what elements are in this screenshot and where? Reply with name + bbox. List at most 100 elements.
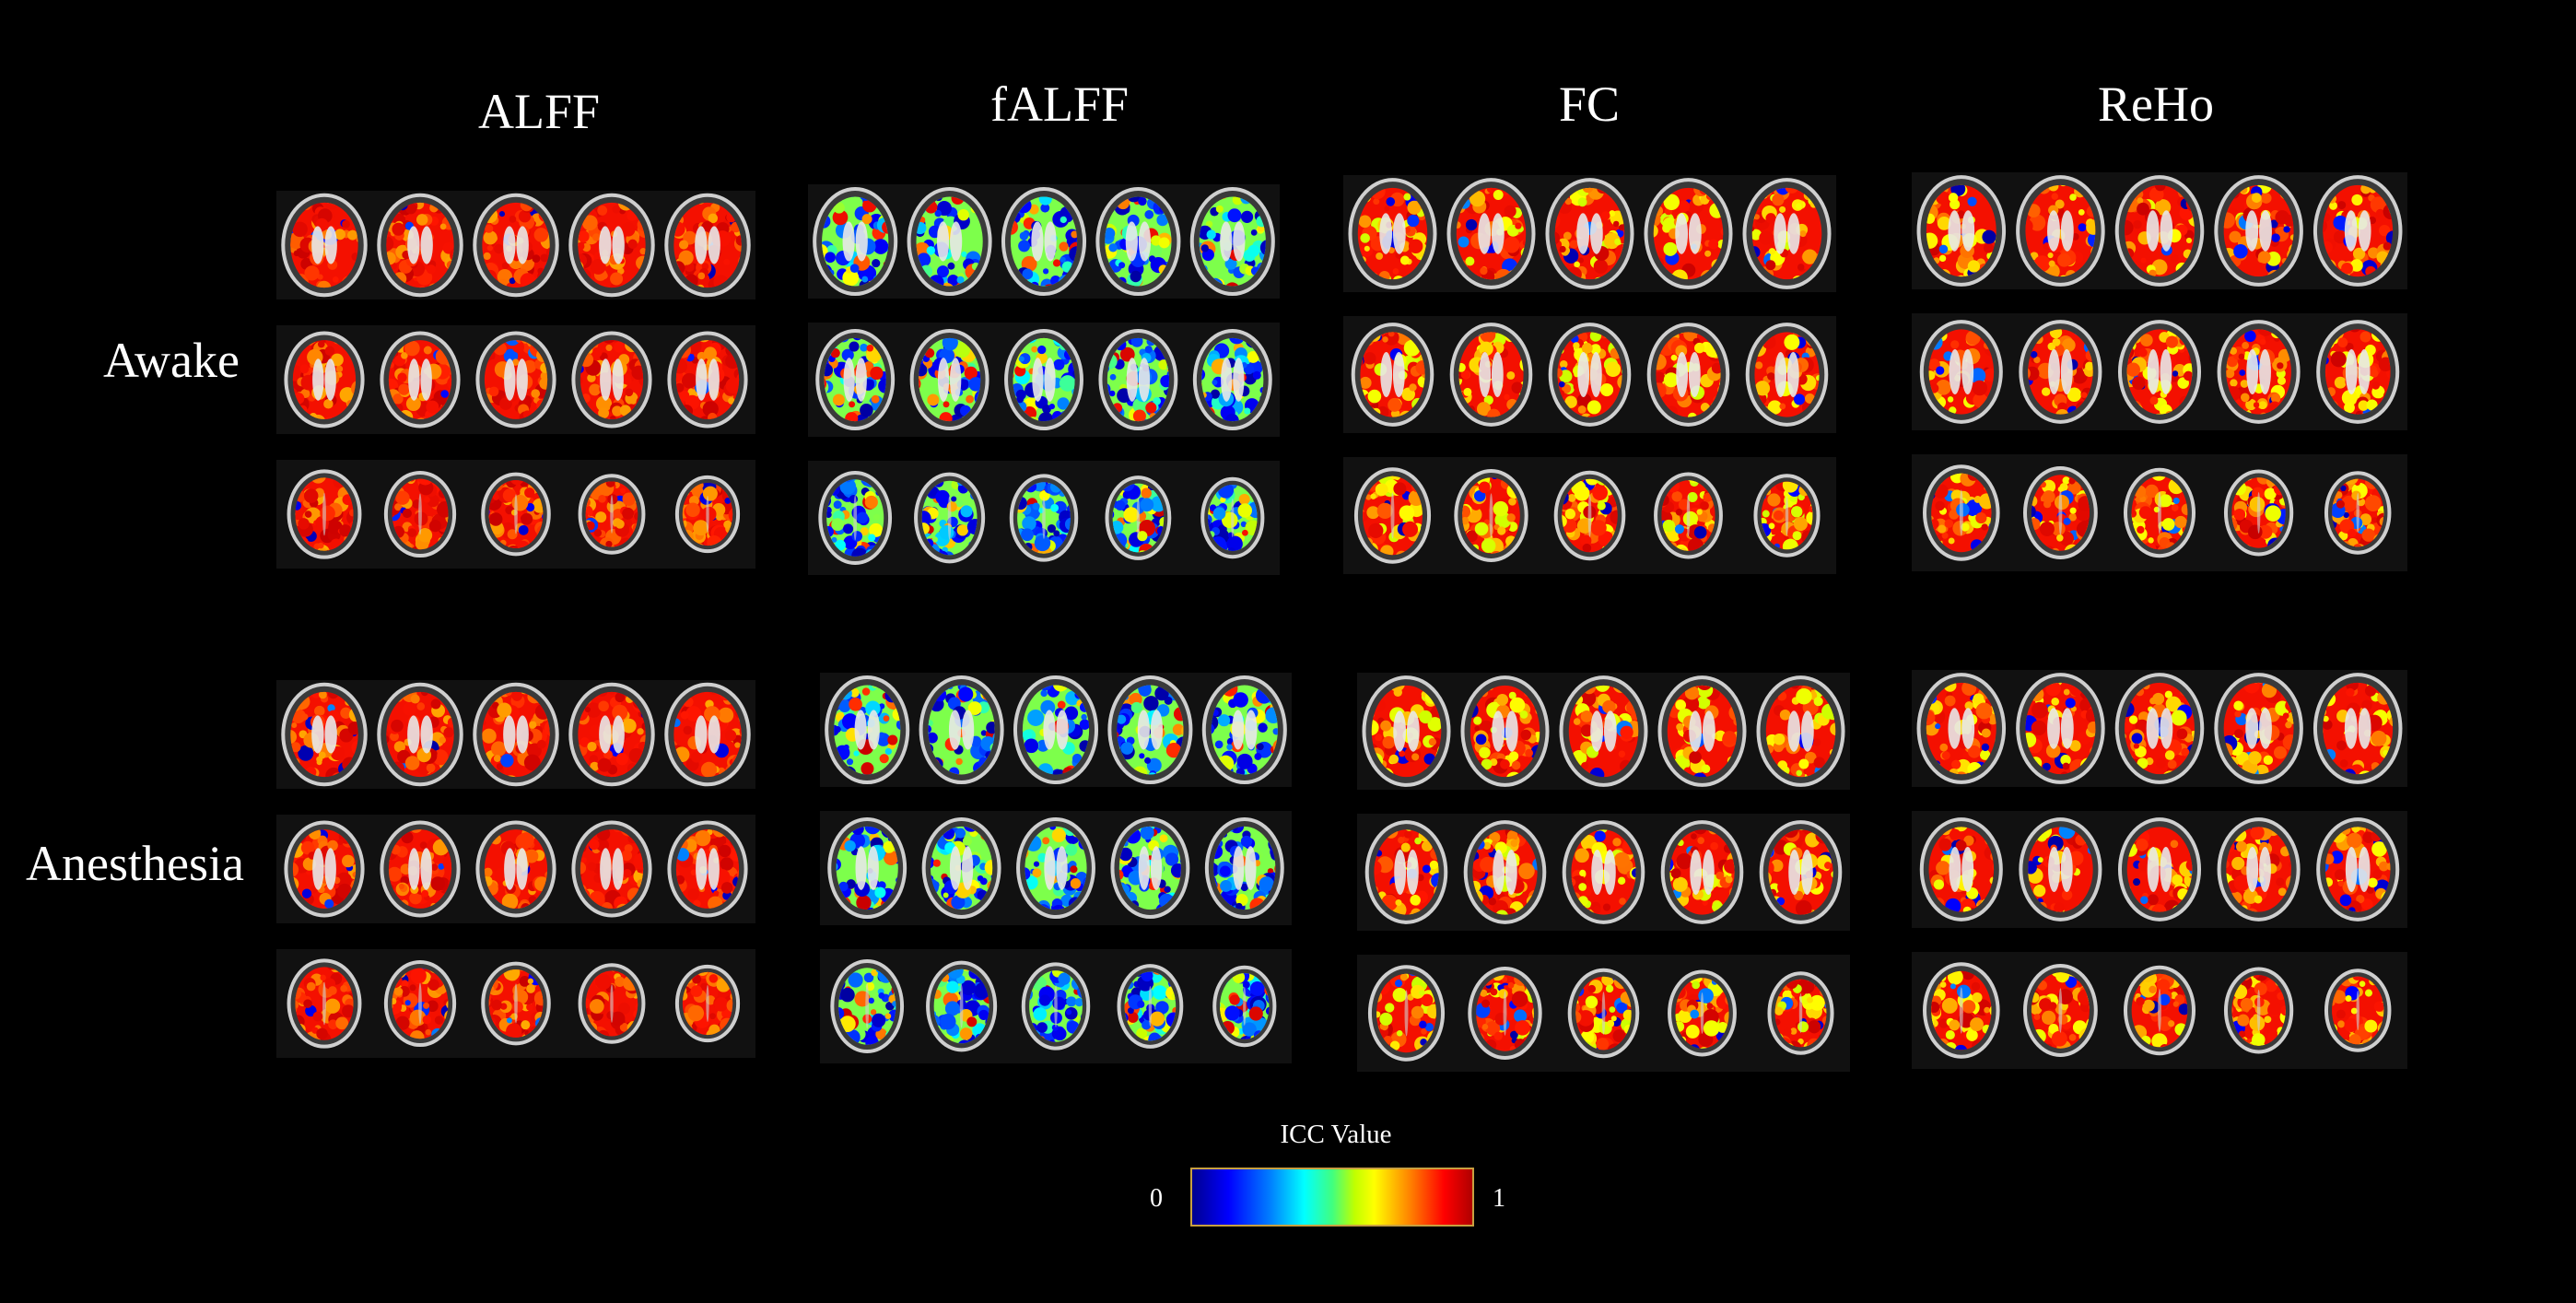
brain-slice (1105, 475, 1172, 560)
alff-anesthesia-slice-row-2 (276, 815, 755, 923)
reho-anesthesia-slice-row-1 (1912, 670, 2407, 787)
brain-slice (571, 820, 652, 918)
reho-awake-slice-row-2 (1912, 313, 2407, 430)
brain-slices-svg (1923, 962, 2392, 1059)
brain-slices-svg (1348, 178, 1832, 289)
brain-slice (383, 470, 457, 558)
brain-slice (1654, 472, 1723, 559)
brain-slice (2217, 817, 2301, 921)
brain-slice (568, 682, 655, 787)
reho-anesthesia-slice-row-3 (1912, 952, 2407, 1069)
brain-slice (664, 193, 751, 298)
brain-slice (1200, 476, 1265, 559)
brain-slice (1460, 675, 1550, 787)
brain-slices-svg (287, 958, 741, 1049)
brain-slice (2316, 320, 2400, 424)
brain-slice (1916, 175, 2007, 287)
brain-slice (287, 958, 362, 1049)
brain-slice (568, 193, 655, 298)
brain-slice (377, 682, 463, 787)
brain-slice (2214, 673, 2303, 784)
brain-slice (1923, 962, 2000, 1059)
brain-slice (1923, 464, 2000, 561)
brain-slice (578, 474, 646, 555)
brain-slice (1362, 675, 1451, 787)
brain-slice (813, 186, 898, 297)
brain-slices-svg (825, 675, 1287, 785)
brain-slices-svg (1916, 673, 2403, 784)
colorbar-min-label: 0 (1150, 1184, 1163, 1213)
brain-slice (1916, 673, 2007, 784)
brain-slice (1189, 186, 1275, 297)
brain-slice (818, 470, 893, 566)
brain-slice (2313, 175, 2403, 287)
brain-slices-svg (287, 469, 741, 559)
falff-awake-slice-row-1 (808, 184, 1280, 299)
brain-slice (281, 193, 368, 298)
brain-slice (1013, 675, 1099, 785)
brain-slice (473, 682, 559, 787)
brain-slice (578, 963, 646, 1044)
brain-slice (1351, 323, 1434, 427)
brain-slices-svg (1353, 467, 1821, 564)
brain-slice (284, 820, 365, 918)
brain-slice (284, 331, 365, 428)
brain-slice (2217, 320, 2301, 424)
brain-slice (2016, 175, 2105, 287)
brain-slice (2214, 175, 2303, 287)
brain-slices-svg (818, 470, 1265, 566)
brain-slice (919, 675, 1004, 785)
brain-slice (481, 961, 551, 1046)
fc-anesthesia-slice-row-2 (1357, 814, 1850, 931)
colorbar-max-label: 1 (1493, 1184, 1505, 1213)
fc-anesthesia-slice-row-3 (1357, 955, 1850, 1072)
brain-slice (2022, 964, 2098, 1057)
brain-slice (1348, 178, 1437, 289)
brain-slice (1192, 328, 1272, 431)
brain-slice (926, 960, 998, 1052)
brain-slices-svg (1362, 675, 1845, 787)
brain-slice (907, 186, 992, 297)
brain-slice (827, 816, 907, 920)
brain-slice (1446, 178, 1536, 289)
alff-awake-slice-row-3 (276, 460, 755, 569)
brain-slice (2117, 320, 2202, 424)
brain-slice (1567, 968, 1640, 1059)
brain-slice (1004, 328, 1083, 431)
brain-slice (383, 959, 457, 1048)
brain-slice (1753, 474, 1821, 558)
brain-slice (2123, 467, 2196, 558)
brain-slice (2324, 968, 2392, 1052)
brain-slice (571, 331, 652, 428)
brain-slice (2114, 175, 2205, 287)
brain-slices-svg (1916, 175, 2403, 287)
brain-slice (1919, 320, 2003, 424)
column-title-falff: fALFF (989, 76, 1130, 132)
brain-slices-svg (1367, 965, 1834, 1062)
alff-awake-slice-row-1 (276, 191, 755, 299)
brain-slice (2117, 817, 2202, 921)
brain-slice (1021, 962, 1091, 1051)
falff-awake-slice-row-2 (808, 323, 1280, 437)
brain-slices-svg (1351, 323, 1829, 427)
brain-slice (2313, 673, 2403, 784)
brain-slice (2022, 466, 2098, 559)
brain-slice (1562, 820, 1645, 924)
brain-slice (1449, 323, 1533, 427)
alff-awake-slice-row-2 (276, 325, 755, 434)
falff-anesthesia-slice-row-3 (820, 949, 1292, 1063)
brain-slices-svg (1364, 820, 1843, 924)
brain-slice (380, 331, 461, 428)
brain-slice (2223, 967, 2294, 1054)
brain-slice (281, 682, 368, 787)
brain-slice (1548, 323, 1632, 427)
brain-slice (664, 682, 751, 787)
brain-slices-svg (1919, 817, 2400, 921)
brain-slice (2316, 817, 2400, 921)
column-title-reho: ReHo (2098, 76, 2214, 132)
brain-slice (287, 469, 362, 559)
brain-slice (380, 820, 461, 918)
brain-slice (1553, 470, 1626, 561)
brain-slice (1745, 323, 1829, 427)
brain-slice (1545, 178, 1634, 289)
